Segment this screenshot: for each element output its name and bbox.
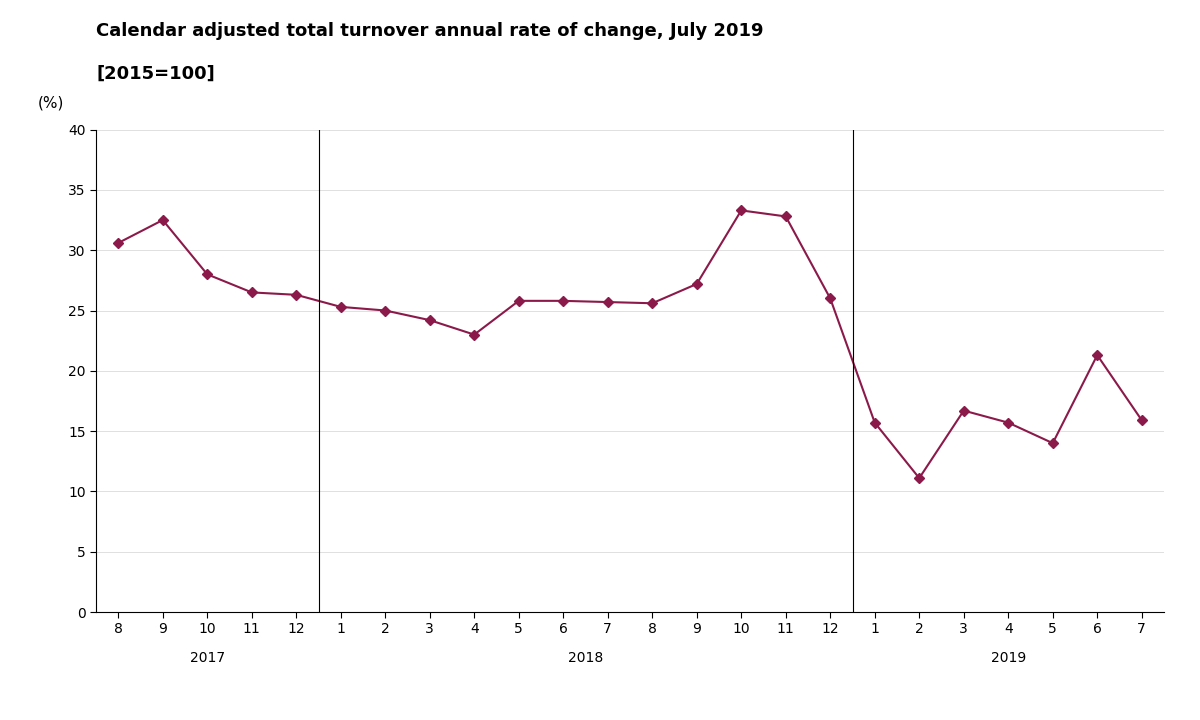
Text: 2017: 2017 <box>190 651 224 665</box>
Text: 2018: 2018 <box>568 651 604 665</box>
Text: [2015=100]: [2015=100] <box>96 65 215 83</box>
Text: Calendar adjusted total turnover annual rate of change, July 2019: Calendar adjusted total turnover annual … <box>96 22 763 40</box>
Text: (%): (%) <box>37 95 64 110</box>
Text: 2019: 2019 <box>991 651 1026 665</box>
